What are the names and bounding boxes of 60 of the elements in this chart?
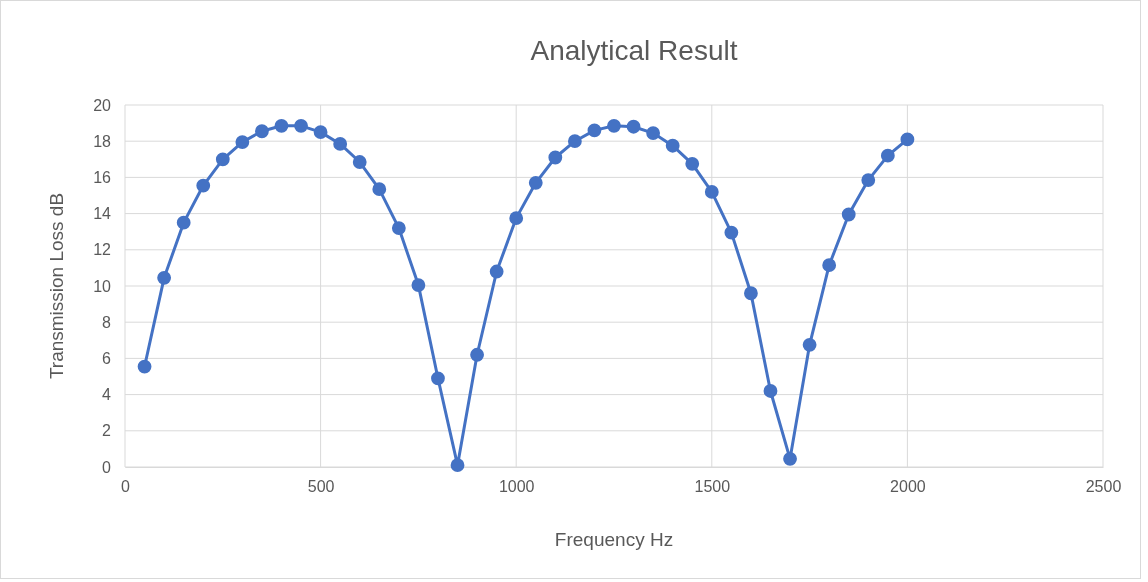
point: [528, 175, 543, 190]
point: [587, 123, 602, 138]
point: [411, 278, 426, 292]
point: [567, 134, 582, 149]
y-tick-label: 8: [102, 313, 112, 331]
y-tick-label: 10: [93, 277, 112, 295]
point: [724, 225, 739, 240]
point: [900, 132, 915, 147]
point: [391, 221, 406, 235]
point: [450, 458, 465, 473]
point: [880, 148, 895, 163]
y-tick-label: 4: [102, 386, 112, 404]
point: [802, 337, 817, 352]
y-tick-label: 14: [93, 205, 112, 223]
y-tick-label: 12: [93, 241, 112, 259]
point: [685, 156, 700, 171]
point: [841, 207, 856, 222]
point: [783, 451, 797, 466]
point: [176, 215, 191, 230]
point: [607, 118, 621, 133]
point: [313, 125, 328, 140]
point: [626, 119, 641, 134]
x-tick-label: 1500: [694, 478, 731, 496]
point: [215, 152, 230, 167]
point: [646, 126, 661, 140]
point: [333, 137, 348, 151]
x-tick-label: 2000: [890, 478, 926, 496]
x-tick-label: 500: [307, 478, 335, 496]
point: [157, 270, 172, 285]
point: [509, 211, 524, 226]
point: [548, 150, 563, 165]
point: [861, 173, 876, 188]
y-axis-title: Transmission Loss dB: [46, 192, 67, 380]
point: [489, 264, 504, 279]
point: [294, 118, 308, 133]
point: [822, 258, 837, 273]
y-tick-label: 18: [93, 132, 112, 150]
point: [704, 184, 719, 199]
point: [470, 347, 484, 362]
y-tick-label: 2: [102, 422, 112, 440]
y-tick-label: 6: [102, 350, 112, 368]
point: [372, 182, 387, 197]
point: [137, 359, 152, 374]
x-tick-label: 2500: [1085, 478, 1122, 496]
point: [352, 155, 367, 169]
point: [255, 124, 269, 139]
y-tick-label: 20: [93, 96, 112, 114]
y-tick-label: 16: [93, 169, 112, 187]
point: [196, 178, 211, 193]
y-tick-label: 0: [102, 458, 112, 476]
point: [431, 371, 445, 386]
point: [235, 135, 250, 149]
x-axis-title: Frequency Hz: [554, 529, 674, 550]
point: [763, 384, 778, 398]
point: [665, 138, 680, 153]
x-tick-label: 1000: [498, 478, 535, 496]
point: [274, 118, 289, 133]
x-tick-label: 0: [121, 478, 131, 496]
chart-title: Analytical Result: [530, 35, 738, 66]
point: [744, 286, 758, 301]
